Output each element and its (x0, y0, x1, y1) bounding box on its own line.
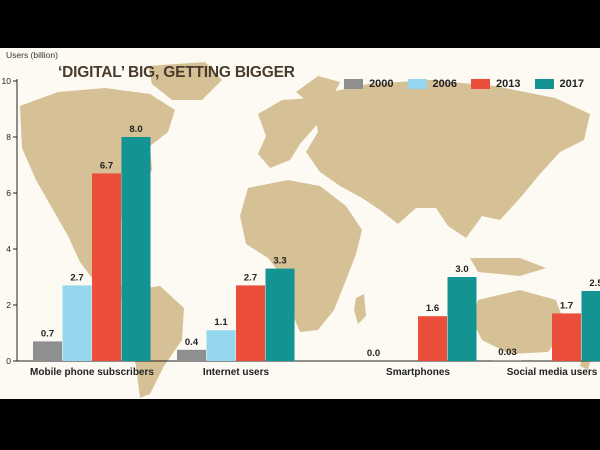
legend-label-2017: 2017 (559, 78, 584, 90)
y-tick-label: 8 (6, 132, 11, 142)
bar-2013-3 (552, 313, 581, 361)
category-label: Internet users (203, 367, 270, 378)
bar-value-label: 1.6 (426, 303, 439, 314)
bar-series: 0.7 2.7 6.7 8.0 Mobile phone subscribers 0.4 1… (30, 124, 600, 378)
bar-2000-3 (493, 360, 522, 361)
bar-2017-3 (581, 291, 600, 361)
legend-swatch-2000 (344, 79, 364, 89)
legend-item-2006: 2006 (407, 78, 458, 90)
y-tick-label: 10 (2, 76, 12, 86)
legend-label-2006: 2006 (432, 78, 458, 90)
bar-2017-1 (265, 268, 295, 361)
bar-2006-1 (206, 330, 236, 361)
bar-value-label: 0.0 (367, 348, 380, 359)
legend: 2000 2006 2013 2017 (344, 78, 584, 90)
y-tick-label: 2 (6, 300, 11, 310)
bar-value-label: 2.5 (589, 278, 600, 289)
bar-value-label: 3.3 (273, 256, 286, 267)
category-label: Social media users (507, 367, 598, 378)
legend-swatch-2006 (407, 79, 427, 89)
bar-value-label: 2.7 (70, 272, 83, 283)
bar-chart: 0 2 4 6 8 10 0.7 2.7 6.7 8.0 Mobile phone subscri… (2, 62, 600, 398)
bar-value-label: 0.4 (185, 337, 199, 348)
y-tick-label: 4 (6, 244, 11, 254)
bar-value-label: 6.7 (100, 160, 113, 171)
bar-value-label: 0.03 (498, 347, 517, 358)
bar-2000-1 (177, 349, 206, 361)
y-axis-title: Users (billion) (6, 50, 58, 60)
bar-2013-2 (418, 316, 447, 361)
bar-value-label: 1.7 (560, 300, 573, 311)
bar-2000-0 (33, 341, 62, 361)
legend-item-2013: 2013 (471, 78, 521, 90)
bar-2017-0 (121, 137, 151, 361)
legend-swatch-2013 (471, 79, 491, 89)
legend-label-2013: 2013 (496, 78, 521, 90)
bar-value-label: 2.7 (244, 272, 257, 283)
y-tick-label: 0 (6, 356, 11, 366)
chart-title: ‘DIGITAL’ BIG, GETTING BIGGER (58, 64, 295, 81)
bar-2013-0 (92, 173, 121, 361)
chart-card: 0 2 4 6 8 10 0.7 2.7 6.7 8.0 Mobile phone subscri… (0, 48, 600, 399)
category-label: Mobile phone subscribers (30, 367, 154, 378)
legend-item-2000: 2000 (344, 78, 394, 90)
world-map-background (20, 62, 592, 398)
bar-value-label: 3.0 (455, 264, 468, 275)
category-label: Smartphones (386, 367, 450, 378)
y-tick-label: 6 (6, 188, 11, 198)
bar-2017-2 (447, 277, 477, 361)
bar-2013-1 (236, 285, 265, 361)
bar-value-label: 0.7 (41, 328, 54, 339)
legend-label-2000: 2000 (369, 78, 394, 90)
bar-value-label: 8.0 (129, 124, 142, 135)
legend-swatch-2017 (534, 79, 554, 89)
legend-item-2017: 2017 (534, 78, 584, 90)
bar-2006-0 (62, 285, 92, 361)
bar-value-label: 1.1 (214, 317, 228, 328)
